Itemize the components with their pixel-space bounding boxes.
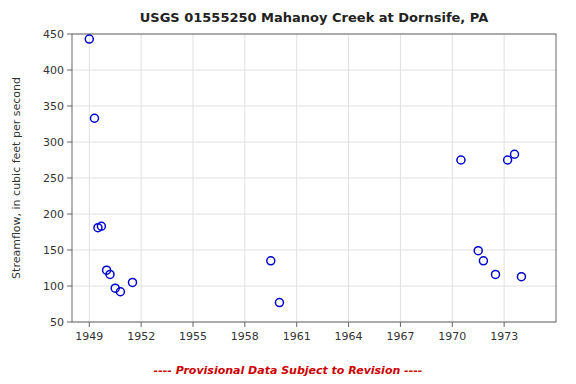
tick-label-y: 450 — [43, 28, 64, 41]
tick-label-x: 1955 — [179, 330, 207, 343]
tick-label-x: 1952 — [127, 330, 155, 343]
point — [275, 299, 283, 307]
tick-label-x: 1961 — [283, 330, 311, 343]
tick-x — [400, 322, 401, 327]
grid-line-y — [72, 214, 556, 215]
tick-label-y: 50 — [50, 316, 64, 329]
grid — [72, 34, 556, 322]
grid-line-y — [72, 178, 556, 179]
grid-line-y — [72, 286, 556, 287]
point — [97, 222, 105, 230]
tick-label-x: 1964 — [335, 330, 363, 343]
point — [116, 288, 124, 296]
plot-frame — [72, 34, 556, 322]
point — [129, 278, 137, 286]
tick-label-x: 1949 — [75, 330, 103, 343]
tick-x — [348, 322, 349, 327]
point — [511, 150, 519, 158]
tick-y — [67, 286, 72, 287]
point — [457, 156, 465, 164]
tick-x — [452, 322, 453, 327]
tick-y — [67, 214, 72, 215]
point — [90, 114, 98, 122]
points — [85, 35, 525, 307]
tick-y — [67, 178, 72, 179]
tick-x — [193, 322, 194, 327]
tick-y — [67, 250, 72, 251]
tick-label-y: 350 — [43, 100, 64, 113]
tick-label-y: 250 — [43, 172, 64, 185]
chart: 1949 1952 1955 1958 1961 1964 1967 1970 1973 50 10… — [0, 0, 576, 384]
plot-area — [72, 34, 556, 322]
tick-label-x: 1970 — [438, 330, 466, 343]
tick-y — [67, 70, 72, 71]
tick-label-x: 1967 — [386, 330, 414, 343]
tick-label-y: 100 — [43, 280, 64, 293]
tick-x — [504, 322, 505, 327]
tick-label-y: 300 — [43, 136, 64, 149]
tick-y — [67, 106, 72, 107]
tick-label-y: 200 — [43, 208, 64, 221]
tick-label-y: 400 — [43, 64, 64, 77]
point — [267, 257, 275, 265]
grid-line-y — [72, 142, 556, 143]
point — [517, 273, 525, 281]
tick-y — [67, 322, 72, 323]
point — [85, 35, 93, 43]
tick-x — [89, 322, 90, 327]
y-axis-label: Streamflow, in cubic feet per second — [10, 77, 23, 279]
tick-y — [67, 34, 72, 35]
tick-x — [244, 322, 245, 327]
point — [106, 270, 114, 278]
tick-label-y: 150 — [43, 244, 64, 257]
point — [504, 156, 512, 164]
point — [474, 247, 482, 255]
tick-y — [67, 142, 72, 143]
tick-x — [141, 322, 142, 327]
grid-line-y — [72, 70, 556, 71]
point — [479, 257, 487, 265]
tick-x — [296, 322, 297, 327]
footnote: ---- Provisional Data Subject to Revisio… — [154, 364, 423, 377]
grid-line-y — [72, 106, 556, 107]
grid-line-y — [72, 250, 556, 251]
tick-label-x: 1958 — [231, 330, 259, 343]
tick-label-x: 1973 — [490, 330, 518, 343]
point — [492, 270, 500, 278]
title: USGS 01555250 Mahanoy Creek at Dornsife,… — [140, 10, 488, 25]
